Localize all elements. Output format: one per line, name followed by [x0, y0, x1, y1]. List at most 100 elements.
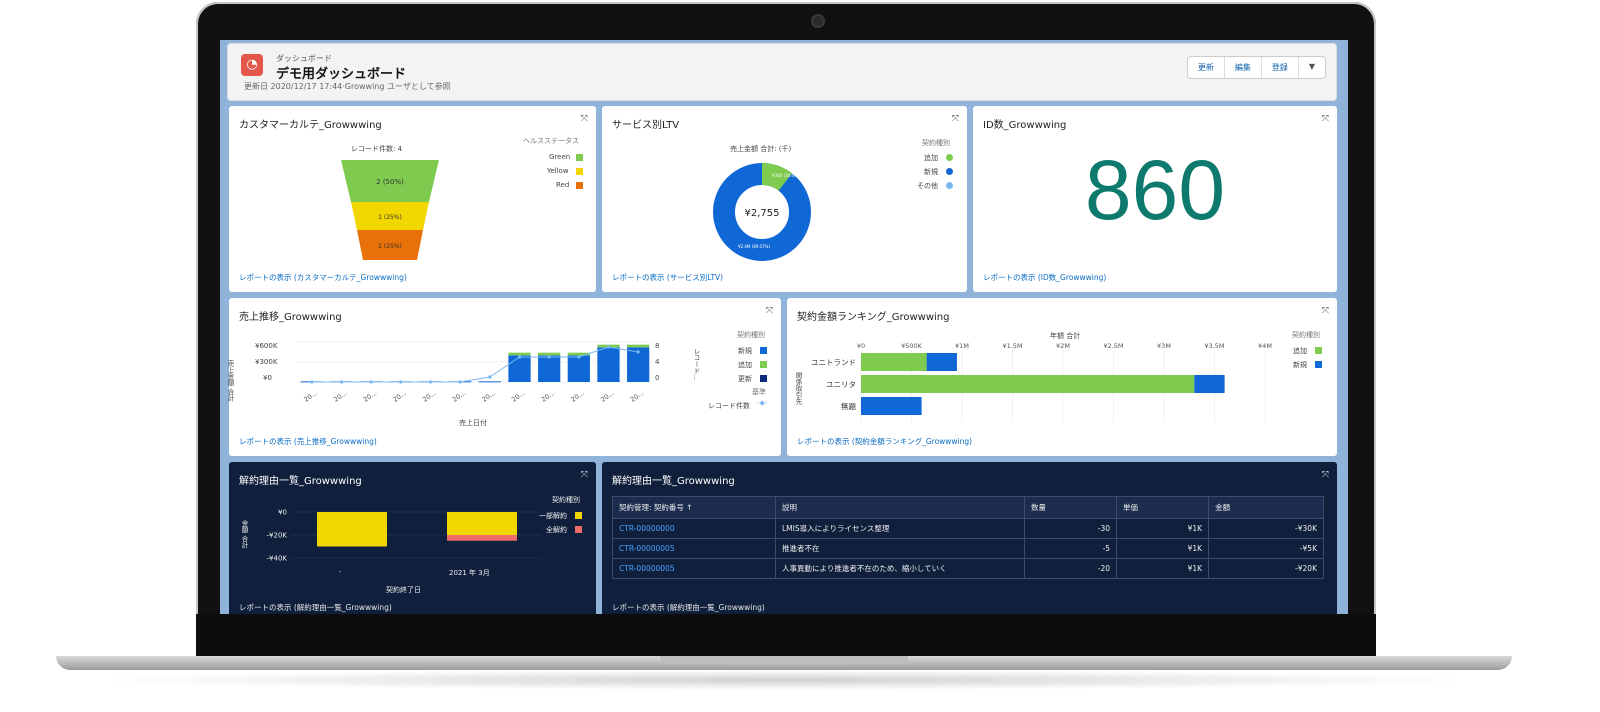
bar-new: [478, 381, 501, 383]
x-tick: 20...: [451, 389, 467, 404]
x-tick: ¥4M: [1258, 342, 1272, 350]
table-cell: ¥1K: [1116, 518, 1210, 539]
laptop-shadow: [90, 670, 1480, 690]
expand-icon[interactable]: ⤧: [580, 470, 588, 480]
report-link[interactable]: レポートの表示 (ID数_Growwwing): [983, 273, 1107, 282]
table-cell: 人事異動により推進者不在のため、縮小していく: [775, 558, 1025, 579]
legend-swatch-add: [760, 361, 767, 368]
legend-swatch-partial: [575, 512, 582, 519]
report-link[interactable]: レポートの表示 (カスタマーカルテ_Growwwing): [239, 273, 407, 282]
legend-label: 追加: [738, 361, 752, 369]
funnel-segment-yellow: [351, 202, 429, 230]
y-tick: ¥600K: [255, 342, 278, 350]
webcam-icon: [811, 14, 825, 28]
funnel-label-yellow: 1 (25%): [378, 214, 402, 221]
line-point: [547, 355, 551, 359]
legend-label: 追加: [924, 154, 938, 162]
x-tick: ¥3.5M: [1204, 342, 1224, 350]
funnel-chart: 2 (50%) 1 (25%) 1 (25%): [341, 160, 439, 260]
column-header[interactable]: 金額: [1208, 496, 1324, 519]
legend-swatch-full: [575, 526, 582, 533]
legend-swatch-yellow: [576, 168, 583, 175]
card-title: 契約金額ランキング_Growwwing: [797, 312, 950, 323]
report-link[interactable]: レポートの表示 (契約金額ランキング_Growwwing): [797, 437, 973, 446]
legend-label: 更新: [738, 375, 752, 383]
table-row: CTR-00000005 推進者不在 -5 ¥1K -¥5K: [612, 538, 1324, 559]
legend-swatch-green: [576, 154, 583, 161]
contract-number-link[interactable]: CTR-00000005: [612, 538, 776, 559]
category-label: 無題: [841, 401, 856, 411]
bar-new: [567, 355, 590, 382]
x-tick: ¥500K: [901, 342, 923, 350]
x-tick: 20...: [480, 389, 496, 404]
column-header[interactable]: 単価: [1116, 496, 1210, 519]
x-tick: 20...: [332, 389, 348, 404]
card-contract-ranking: 契約金額ランキング_Growwwing ⤧ 年額 合計 関係取引先 ¥0 ¥500…: [787, 298, 1337, 456]
line-point: [606, 345, 611, 349]
report-link[interactable]: レポートの表示 (売上推移_Growwwing): [239, 437, 377, 446]
column-header[interactable]: 説明: [775, 496, 1025, 519]
line-point: [339, 380, 344, 384]
expand-icon[interactable]: ⤧: [951, 114, 959, 124]
category-label: ユニリタ: [826, 380, 856, 389]
bar-add: [538, 352, 561, 356]
bar-partial-cancel: [447, 512, 517, 535]
sales-chart: 20... 20... 20... 20... 20... 20... 20... 20...…: [297, 341, 653, 404]
card-title: 解約理由一覧_Growwwing: [612, 476, 735, 487]
card-title: ID数_Growwwing: [983, 120, 1067, 131]
column-header[interactable]: 契約管理: 契約番号 ↑: [612, 496, 776, 519]
y2-tick: 0: [655, 374, 660, 382]
x-tick: ¥2.5M: [1103, 342, 1123, 350]
x-tick: 20...: [599, 389, 615, 404]
dashboard-header: ◔ ダッシュボード デモ用ダッシュボード 更新日 2020/12/17 17:4…: [227, 43, 1337, 101]
x-tick: ¥1M: [955, 342, 969, 350]
sum-label: 売上金額 合計: (千): [730, 145, 792, 153]
legend-label: Yellow: [547, 167, 569, 175]
expand-icon[interactable]: ⤧: [1321, 470, 1329, 480]
line-point: [310, 380, 314, 384]
bar-add: [861, 375, 1195, 393]
y-tick: ¥300K: [255, 358, 278, 366]
id-count-value: 860: [1084, 143, 1226, 237]
bar-add: [861, 353, 927, 371]
expand-icon[interactable]: ⤧: [765, 306, 773, 316]
funnel-segment-red: [357, 230, 423, 260]
x-tick: 20...: [629, 389, 645, 404]
report-link[interactable]: レポートの表示 (解約理由一覧_Growwwing): [612, 603, 765, 612]
y-tick: ¥0: [278, 509, 287, 517]
expand-icon[interactable]: ⤧: [1321, 114, 1329, 124]
bar-full-cancel: [447, 535, 517, 541]
edit-button[interactable]: 編集: [1225, 57, 1262, 78]
column-header[interactable]: 数量: [1023, 496, 1118, 519]
contract-number-link[interactable]: CTR-00000000: [612, 518, 776, 539]
funnel-label-red: 1 (25%): [378, 243, 402, 250]
bar-new: [627, 347, 650, 382]
report-link[interactable]: レポートの表示 (サービス別LTV): [612, 273, 724, 282]
expand-icon[interactable]: ⤧: [580, 114, 588, 124]
gauge-icon: ◔: [241, 54, 263, 76]
x-axis-title: 年額 合計: [1050, 332, 1081, 340]
chevron-down-icon[interactable]: ▼: [1308, 62, 1315, 71]
x-tick: 20...: [421, 389, 437, 404]
x-axis-label: 売上日付: [459, 419, 487, 427]
contract-number-link[interactable]: CTR-00000005: [612, 558, 776, 579]
legend-swatch-add: [946, 154, 953, 161]
screen-bezel-bottom: [196, 614, 1376, 658]
ranking-chart: ¥0 ¥500K ¥1M ¥1.5M ¥2M ¥2.5M ¥3M ¥3.5M ¥4M ユニトランド…: [811, 342, 1272, 422]
x-tick: 20...: [569, 389, 585, 404]
subscribe-button[interactable]: 登録: [1262, 57, 1299, 78]
legend-title: 契約種別: [737, 331, 765, 339]
refresh-button[interactable]: 更新: [1188, 57, 1225, 78]
card-title: 解約理由一覧_Growwwing: [239, 476, 362, 487]
x-tick: 20...: [510, 389, 526, 404]
funnel-segment-green: [341, 160, 439, 202]
expand-icon[interactable]: ⤧: [1321, 306, 1329, 316]
line-legend-marker: -◆-: [757, 399, 768, 407]
table-cell: LMIS導入によりライセンス整理: [775, 518, 1025, 539]
x-tick: ¥2M: [1056, 342, 1070, 350]
line-point: [458, 380, 462, 384]
series-line-record-count: [311, 346, 639, 383]
report-link[interactable]: レポートの表示 (解約理由一覧_Growwwing): [239, 603, 392, 612]
legend-swatch-new: [1315, 361, 1322, 368]
bar-partial-cancel: [317, 512, 387, 547]
